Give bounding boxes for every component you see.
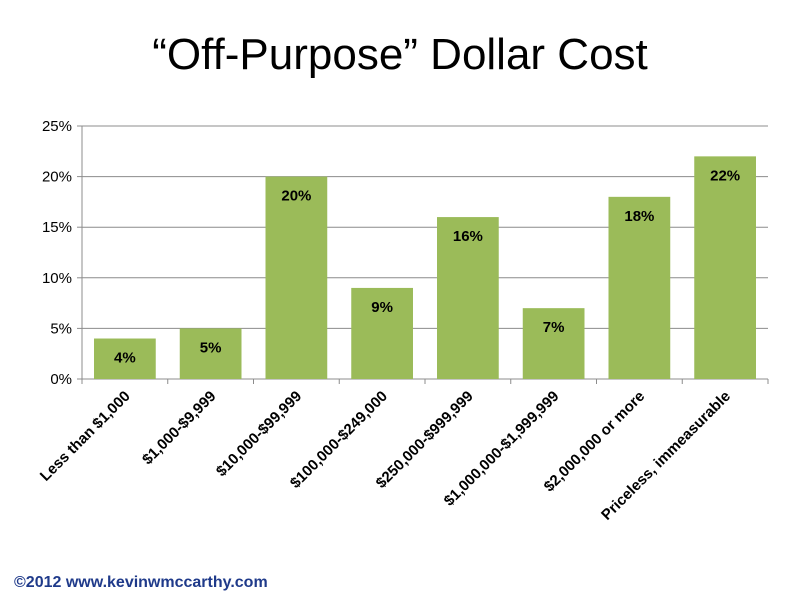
y-tick-label: 15% [42, 219, 72, 236]
data-label: 7% [543, 319, 565, 336]
data-label: 22% [710, 167, 740, 184]
x-tick-label: $10,000-$99,999 [213, 388, 305, 480]
bar [437, 217, 499, 379]
bar [522, 308, 585, 379]
y-tick-label: 0% [50, 371, 72, 388]
bar [265, 176, 328, 379]
chart-title: “Off-Purpose” Dollar Cost [152, 30, 648, 79]
data-label: 18% [624, 208, 654, 225]
y-tick-label: 10% [42, 270, 72, 287]
data-labels: 4% 5% 20% 9% 16% 7% 18% 22% [114, 167, 740, 366]
x-tick-labels: Less than $1,000 $1,000-$9,999$10,000-$99… [37, 388, 734, 524]
x-tick-label: Less than $1,000 [37, 388, 134, 485]
data-label: 16% [453, 228, 483, 245]
data-label: 20% [281, 188, 311, 205]
data-label: 9% [371, 299, 393, 316]
data-label: 5% [200, 339, 222, 356]
bars [94, 156, 756, 379]
bar [608, 196, 671, 379]
y-tick-label: 20% [42, 169, 72, 186]
bar [351, 287, 413, 379]
y-tick-label: 5% [50, 320, 72, 337]
bar [694, 156, 756, 379]
data-label: 4% [114, 350, 136, 367]
x-tick-label: $1,000-$9,999 [139, 388, 219, 468]
bar [179, 328, 242, 379]
copyright-text: ©2012 www.kevinwmccarthy.com [14, 574, 268, 591]
y-tick-labels: 0% 5% 10% 15% 20% 25% [42, 118, 72, 388]
bar [94, 338, 156, 379]
y-tick-label: 25% [42, 118, 72, 135]
